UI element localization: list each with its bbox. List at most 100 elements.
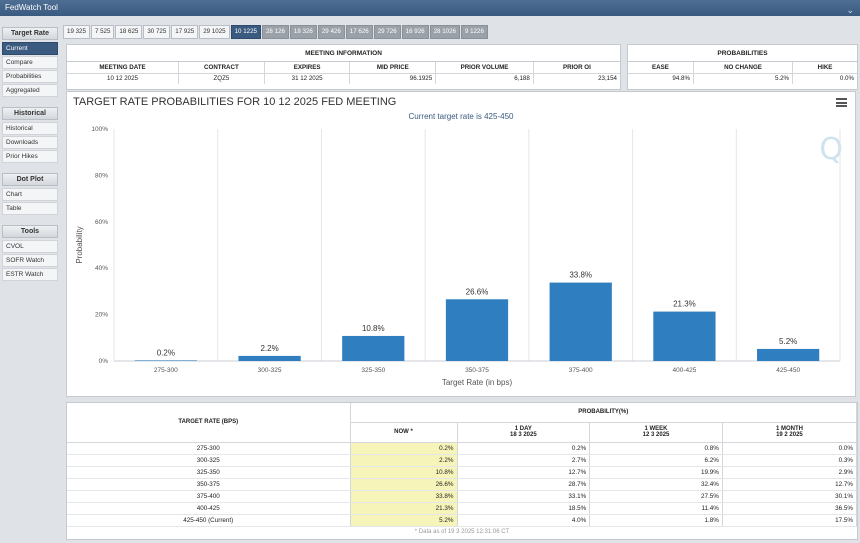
collapse-icon[interactable]: ⌄ xyxy=(846,5,854,15)
meeting-date-tab[interactable]: 18 326 xyxy=(289,25,317,39)
month-probability-cell: 0.0% xyxy=(722,442,858,455)
sidebar-section-header: Tools xyxy=(2,225,58,238)
bar-data-label: 33.8% xyxy=(569,271,592,280)
now-probability-cell: 21.3% xyxy=(350,502,458,515)
bar-data-label: 21.3% xyxy=(673,300,696,309)
y-tick-label: 0% xyxy=(99,358,109,365)
bar-data-label: 2.2% xyxy=(260,344,278,353)
now-probability-cell: 10.8% xyxy=(350,466,458,479)
sidebar-item-chart[interactable]: Chart xyxy=(2,188,58,201)
period-column-header: 1 DAY 18 3 2025 xyxy=(457,422,591,443)
meeting-date-tab[interactable]: 28 126 xyxy=(261,25,289,39)
day-probability-cell: 2.7% xyxy=(457,454,591,467)
bar-325-350[interactable] xyxy=(342,335,405,361)
month-probability-cell: 0.3% xyxy=(722,454,858,467)
target-rate-cell: 350-375 xyxy=(67,478,351,491)
info-value: 5.2% xyxy=(693,73,794,84)
probability-bar-chart: 0% 20% 40% 60% 80% 100% 0.2% 275-300 2.2% 300-325… xyxy=(75,126,841,387)
sidebar-item-table[interactable]: Table xyxy=(2,202,58,215)
info-column-header: NO CHANGE xyxy=(693,62,794,74)
x-axis-title: Target Rate (in bps) xyxy=(442,378,513,387)
probabilities-panel: PROBABILITIES EASE NO CHANGE HIKE 94.8% 5.2… xyxy=(627,44,858,90)
meeting-date-tab[interactable]: 17 925 xyxy=(171,25,199,39)
meeting-date-tab[interactable]: 10 1225 xyxy=(230,25,261,39)
meeting-date-tab[interactable]: 19 325 xyxy=(63,25,90,39)
meeting-date-tab[interactable]: 18 625 xyxy=(115,25,143,39)
meeting-date-tab[interactable]: 28 1026 xyxy=(429,25,460,39)
meeting-date-tab[interactable]: 9 1226 xyxy=(460,25,488,39)
week-probability-cell: 27.5% xyxy=(589,490,723,503)
sidebar-item-prior-hikes[interactable]: Prior Hikes xyxy=(2,150,58,163)
bar-data-label: 0.2% xyxy=(157,348,175,357)
day-probability-cell: 4.0% xyxy=(457,514,591,527)
meeting-date-tab[interactable]: 17 626 xyxy=(345,25,373,39)
period-date: 18 3 2025 xyxy=(509,432,537,438)
sidebar-item-cvol[interactable]: CVOL xyxy=(2,240,58,253)
week-probability-cell: 32.4% xyxy=(589,478,723,491)
now-probability-cell: 5.2% xyxy=(350,514,458,527)
sidebar-item-downloads[interactable]: Downloads xyxy=(2,136,58,149)
bar-425-450[interactable] xyxy=(757,348,820,361)
target-rate-cell: 325-350 xyxy=(67,466,351,479)
bar-data-label: 10.8% xyxy=(362,324,385,333)
bar-400-425[interactable] xyxy=(653,311,716,361)
bar-300-325[interactable] xyxy=(238,355,301,361)
sidebar-item-estr-watch[interactable]: ESTR Watch xyxy=(2,268,58,281)
bar-275-300[interactable] xyxy=(134,360,197,361)
chart-panel: TARGET RATE PROBABILITIES FOR 10 12 2025… xyxy=(66,91,856,397)
bar-350-375[interactable] xyxy=(445,299,509,361)
target-rate-cell: 275-300 xyxy=(67,442,351,455)
week-probability-cell: 19.9% xyxy=(589,466,723,479)
period-label: 1 WEEK xyxy=(644,426,668,432)
bar-375-400[interactable] xyxy=(549,282,612,361)
app-title: FedWatch Tool xyxy=(5,3,58,12)
table-row: 425-450 (Current) 5.2% 4.0% 1.8% 17.5% xyxy=(67,514,858,527)
now-column-header: NOW * xyxy=(350,422,458,443)
sidebar-item-historical[interactable]: Historical xyxy=(2,122,58,135)
meeting-date-tab[interactable]: 30 725 xyxy=(143,25,171,39)
chart-title: TARGET RATE PROBABILITIES FOR 10 12 2025… xyxy=(73,96,397,108)
sidebar-item-current[interactable]: Current xyxy=(2,42,58,55)
sidebar-item-compare[interactable]: Compare xyxy=(2,56,58,69)
info-column-header: CONTRACT xyxy=(178,62,265,74)
x-tick-label: 275-300 xyxy=(154,367,178,374)
month-probability-cell: 2.9% xyxy=(722,466,858,479)
meeting-date-tab[interactable]: 29 1025 xyxy=(199,25,230,39)
week-probability-cell: 0.8% xyxy=(589,442,723,455)
x-tick-label: 350-375 xyxy=(465,367,489,374)
day-probability-cell: 18.5% xyxy=(457,502,591,515)
info-value: 10 12 2025 xyxy=(67,73,180,84)
table-row: 400-425 21.3% 18.5% 11.4% 36.5% xyxy=(67,502,858,515)
x-tick-label: 400-425 xyxy=(672,367,696,374)
sidebar-section-header: Historical xyxy=(2,107,58,120)
x-tick-label: 425-450 xyxy=(776,367,800,374)
info-column-header: PRIOR VOLUME xyxy=(435,62,534,74)
week-probability-cell: 1.8% xyxy=(589,514,723,527)
sidebar-item-aggregated[interactable]: Aggregated xyxy=(2,84,58,97)
sidebar: Target Rate Current Compare Probabilities Ag… xyxy=(0,24,60,282)
sidebar-item-sofr-watch[interactable]: SOFR Watch xyxy=(2,254,58,267)
day-probability-cell: 33.1% xyxy=(457,490,591,503)
chart-subtitle: Current target rate is 425-450 xyxy=(408,112,514,121)
meeting-date-tab[interactable]: 16 926 xyxy=(401,25,429,39)
period-column-header: 1 WEEK 12 3 2025 xyxy=(589,422,723,443)
x-tick-label: 325-350 xyxy=(361,367,385,374)
chart-menu-icon[interactable] xyxy=(836,98,847,107)
info-column-header: PRIOR OI xyxy=(533,62,620,74)
probabilities-header: PROBABILITIES xyxy=(628,45,857,62)
cme-q-logo: Q xyxy=(819,132,843,167)
info-column-header: EASE xyxy=(628,62,694,74)
y-tick-label: 20% xyxy=(95,312,108,319)
bar-data-label: 26.6% xyxy=(466,287,489,296)
table-row: 275-300 0.2% 0.2% 0.8% 0.0% xyxy=(67,442,858,455)
info-value: 96.1925 xyxy=(349,73,437,84)
data-timestamp-note: * Data as of 19 3 2025 12:31:06 CT xyxy=(414,528,510,535)
x-tick-label: 375-400 xyxy=(569,367,593,374)
period-label: 1 DAY xyxy=(514,426,532,432)
meeting-date-tab[interactable]: 29 426 xyxy=(317,25,345,39)
meeting-date-tab[interactable]: 29 726 xyxy=(373,25,401,39)
info-value: ZQZ5 xyxy=(178,73,265,84)
meeting-date-tabs: 19 325 7 525 18 625 30 725 17 925 29 1025 10 1… xyxy=(63,25,488,39)
meeting-date-tab[interactable]: 7 525 xyxy=(90,25,115,39)
sidebar-item-probabilities[interactable]: Probabilities xyxy=(2,70,58,83)
